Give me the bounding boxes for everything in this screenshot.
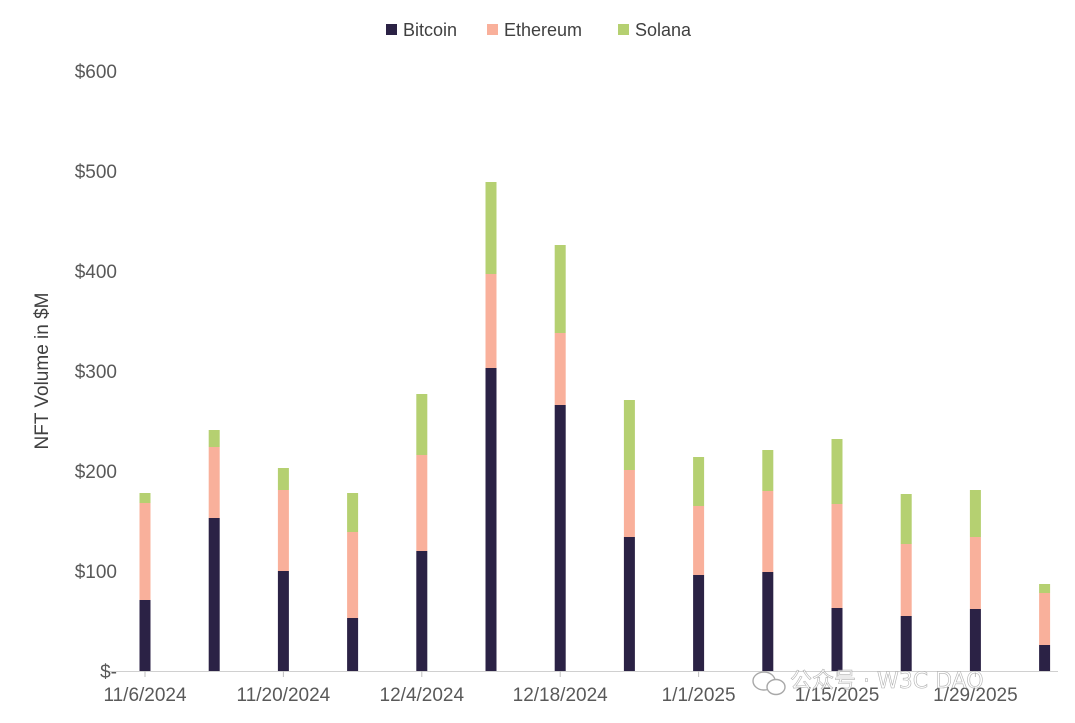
bar-segment-solana xyxy=(208,430,220,447)
x-tick-label: 1/15/2025 xyxy=(795,685,880,706)
bar-stack xyxy=(416,394,428,671)
x-tick-label: 1/1/2025 xyxy=(662,685,736,706)
bar-stack xyxy=(208,430,220,671)
y-tick-label: $100 xyxy=(75,562,117,583)
y-axis-ticks: $- $100 $200 $300 $400 $500 $600 xyxy=(75,62,117,683)
bar-segment-solana xyxy=(623,400,635,470)
wechat-icon xyxy=(752,671,786,696)
y-tick-label: $- xyxy=(100,662,117,683)
x-tick-label: 1/29/2025 xyxy=(933,685,1018,706)
legend-swatch-ethereum xyxy=(487,24,498,35)
y-axis-label: NFT Volume in $M xyxy=(32,293,53,450)
bar-segment-bitcoin xyxy=(554,405,566,671)
y-tick-label: $300 xyxy=(75,362,117,383)
legend-label-solana: Solana xyxy=(635,20,692,40)
y-tick-label: $200 xyxy=(75,462,117,483)
bar-stack xyxy=(762,450,774,671)
bar-stack xyxy=(693,457,705,671)
bar-segment-ethereum xyxy=(554,333,566,405)
bar-segment-solana xyxy=(969,490,981,537)
y-tick-label: $500 xyxy=(75,162,117,183)
bar-stack xyxy=(485,182,497,671)
bar-segment-bitcoin xyxy=(1039,645,1051,671)
bar-segment-ethereum xyxy=(969,537,981,609)
bar-segment-bitcoin xyxy=(485,368,497,671)
legend-swatch-solana xyxy=(618,24,629,35)
bar-segment-bitcoin xyxy=(277,571,289,671)
bar-segment-solana xyxy=(485,182,497,274)
bar-segment-bitcoin xyxy=(347,618,359,671)
bar-segment-ethereum xyxy=(1039,593,1051,645)
bar-stack xyxy=(900,494,912,671)
legend-swatch-bitcoin xyxy=(386,24,397,35)
x-tick-label: 12/4/2024 xyxy=(380,685,465,706)
bar-segment-solana xyxy=(277,468,289,490)
bar-segment-bitcoin xyxy=(831,608,843,671)
bar-segment-ethereum xyxy=(485,274,497,368)
bar-stack xyxy=(623,400,635,671)
bar-segment-bitcoin xyxy=(139,600,151,671)
bar-segment-bitcoin xyxy=(900,616,912,671)
y-tick-label: $400 xyxy=(75,262,117,283)
bar-segment-ethereum xyxy=(762,491,774,572)
bar-stack xyxy=(1039,584,1051,671)
bar-segment-ethereum xyxy=(347,532,359,618)
bar-segment-bitcoin xyxy=(693,575,705,671)
legend: Bitcoin Ethereum Solana xyxy=(386,20,692,40)
bar-segment-solana xyxy=(139,493,151,503)
bar-segment-ethereum xyxy=(416,455,428,551)
legend-label-ethereum: Ethereum xyxy=(504,20,582,40)
legend-label-bitcoin: Bitcoin xyxy=(403,20,457,40)
bar-segment-bitcoin xyxy=(762,572,774,671)
y-tick-label: $600 xyxy=(75,62,117,83)
bar-segment-solana xyxy=(693,457,705,506)
bar-stack xyxy=(831,439,843,671)
x-tick-label: 11/6/2024 xyxy=(103,685,187,706)
bar-segment-solana xyxy=(900,494,912,544)
bar-stack xyxy=(139,493,151,671)
bar-segment-ethereum xyxy=(623,470,635,537)
bar-segment-solana xyxy=(416,394,428,455)
bar-segment-solana xyxy=(1039,584,1051,593)
bar-segment-bitcoin xyxy=(208,518,220,671)
bar-segment-solana xyxy=(831,439,843,504)
bar-segment-solana xyxy=(554,245,566,333)
bar-stack xyxy=(554,245,566,671)
bars xyxy=(139,182,1051,671)
bar-segment-ethereum xyxy=(693,506,705,575)
bar-segment-bitcoin xyxy=(416,551,428,671)
bar-stack xyxy=(277,468,289,671)
bar-stack xyxy=(347,493,359,671)
x-tick-label: 11/20/2024 xyxy=(237,685,331,706)
watermark: 公众号 · W3C DAO xyxy=(752,669,984,696)
bar-segment-ethereum xyxy=(831,504,843,608)
bar-segment-solana xyxy=(762,450,774,491)
bar-segment-ethereum xyxy=(139,503,151,600)
bar-segment-ethereum xyxy=(208,447,220,518)
watermark-text: 公众号 · W3C DAO xyxy=(790,669,984,694)
bar-segment-bitcoin xyxy=(623,537,635,671)
bar-segment-bitcoin xyxy=(969,609,981,671)
bar-segment-ethereum xyxy=(900,544,912,616)
x-axis-ticks: 11/6/2024 11/20/2024 12/4/2024 12/18/2024 1/… xyxy=(103,671,1018,706)
bar-segment-solana xyxy=(347,493,359,532)
bar-stack xyxy=(969,490,981,671)
bar-segment-ethereum xyxy=(277,490,289,571)
x-tick-label: 12/18/2024 xyxy=(513,685,609,706)
